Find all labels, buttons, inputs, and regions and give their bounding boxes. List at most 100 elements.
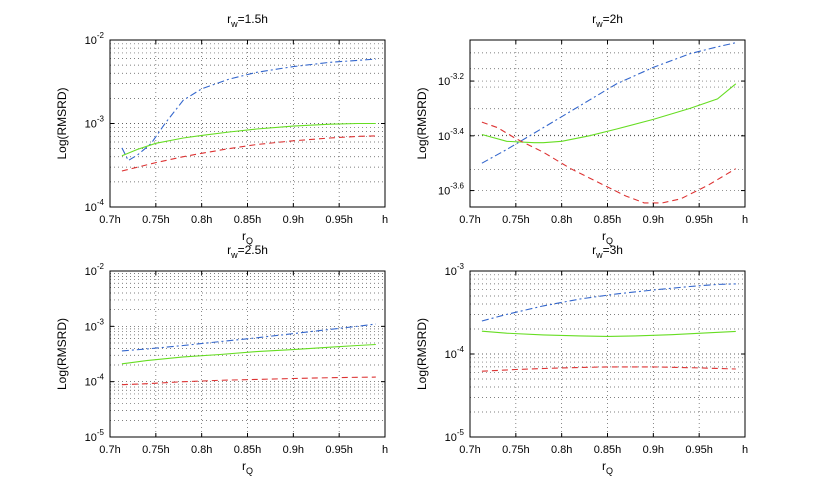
y-tick-label: 10-5 (445, 428, 465, 444)
y-tick-label: 10-2 (85, 31, 105, 47)
x-axis-label: rQ (602, 229, 613, 246)
y-tick-base: 10 (85, 321, 97, 333)
y-tick-label: 10-5 (85, 428, 105, 444)
xlabel-base: r (602, 459, 606, 473)
y-axis-label: Log(RMSRD) (415, 87, 429, 159)
series-line-1 (481, 42, 736, 164)
series-line-2 (481, 83, 737, 144)
x-axis-label: rQ (242, 229, 253, 246)
y-tick-base: 10 (438, 76, 450, 88)
y-tick-exponent: -4 (457, 345, 465, 354)
series-line-3 (121, 135, 376, 172)
title-subscript: w (595, 250, 603, 260)
title-base: r (227, 12, 231, 26)
y-tick-exponent: -5 (457, 428, 465, 437)
y-tick-exponent: -2 (97, 31, 105, 40)
chart-title: rw=1.5h (227, 12, 268, 29)
y-tick-base: 10 (438, 131, 450, 143)
x-tick-label: 0.7h (459, 444, 480, 456)
chart-panel-4: 0.7h 0.75h 0.8h 0.85h 0.9h 0.95h h10-510-410-3… (415, 243, 748, 476)
title-tail: =2h (603, 12, 623, 26)
y-tick-base: 10 (85, 432, 97, 444)
x-tick-label: h (742, 214, 748, 226)
x-tick-label: 0.9h (283, 214, 304, 226)
x-tick-label: h (382, 444, 388, 456)
title-subscript: w (230, 19, 238, 29)
title-subscript: w (595, 19, 603, 29)
x-tick-label: 0.75h (142, 214, 170, 226)
x-tick-label: 0.7h (99, 214, 120, 226)
y-tick-label: 10-3 (445, 262, 465, 278)
y-tick-base: 10 (85, 266, 97, 278)
x-tick-label: 0.85h (594, 214, 622, 226)
y-tick-base: 10 (438, 186, 450, 198)
y-axis-label: Log(RMSRD) (55, 318, 69, 390)
x-tick-label: 0.85h (594, 444, 622, 456)
y-tick-base: 10 (445, 432, 457, 444)
series-line-2 (121, 122, 376, 157)
title-tail: =3h (603, 243, 623, 257)
x-tick-label: 0.8h (191, 214, 212, 226)
x-tick-label: 0.75h (142, 444, 170, 456)
chart-panel-1: 0.7h 0.75h 0.8h 0.85h 0.9h 0.95h h10-410-310-2… (55, 12, 388, 246)
y-tick-base: 10 (85, 119, 97, 131)
x-tick-label: 0.8h (551, 214, 572, 226)
y-tick-label: 10-4 (85, 198, 105, 214)
chart-title: rw=3h (592, 243, 623, 260)
y-tick-label: 10-4 (85, 373, 105, 389)
xlabel-subscript: Q (246, 466, 253, 476)
y-tick-exponent: -3.2 (450, 72, 464, 81)
plot-area (470, 40, 745, 207)
y-tick-exponent: -2 (97, 262, 105, 271)
y-tick-exponent: -3 (97, 317, 105, 326)
y-tick-label: 10-3 (85, 317, 105, 333)
x-tick-label: 0.7h (459, 214, 480, 226)
title-base: r (592, 12, 596, 26)
xlabel-subscript: Q (246, 236, 253, 246)
xlabel-base: r (602, 229, 606, 243)
y-tick-base: 10 (85, 377, 97, 389)
y-tick-label: 10-3.6 (438, 182, 465, 198)
y-tick-label: 10-3.4 (438, 127, 465, 143)
chart-title: rw=2h (592, 12, 623, 29)
x-tick-label: 0.75h (502, 444, 530, 456)
y-tick-exponent: -4 (97, 373, 105, 382)
x-tick-label: 0.85h (234, 444, 262, 456)
x-axis-label: rQ (602, 459, 613, 476)
x-tick-label: 0.95h (325, 444, 353, 456)
x-tick-label: 0.95h (685, 214, 713, 226)
title-base: r (592, 243, 596, 257)
x-tick-label: h (742, 444, 748, 456)
y-tick-exponent: -3.6 (450, 182, 464, 191)
y-tick-exponent: -5 (97, 428, 105, 437)
series-line-2 (481, 330, 736, 337)
x-axis-label: rQ (242, 459, 253, 476)
x-tick-label: 0.7h (99, 444, 120, 456)
plot-area (470, 271, 745, 437)
series-line-3 (481, 366, 736, 372)
title-tail: =2.5h (238, 243, 268, 257)
plot-area (110, 271, 385, 437)
y-tick-base: 10 (85, 202, 97, 214)
y-tick-exponent: -3 (97, 115, 105, 124)
y-tick-base: 10 (445, 349, 457, 361)
x-tick-label: 0.9h (643, 444, 664, 456)
x-tick-label: h (382, 214, 388, 226)
x-tick-label: 0.8h (551, 444, 572, 456)
xlabel-base: r (242, 229, 246, 243)
series-line-3 (481, 121, 737, 204)
y-tick-label: 10-4 (445, 345, 465, 361)
series-line-1 (481, 283, 736, 322)
x-tick-label: 0.9h (283, 444, 304, 456)
xlabel-subscript: Q (606, 466, 613, 476)
y-tick-base: 10 (445, 266, 457, 278)
xlabel-base: r (242, 459, 246, 473)
x-tick-label: 0.95h (685, 444, 713, 456)
title-subscript: w (230, 250, 238, 260)
x-tick-label: 0.85h (234, 214, 262, 226)
chart-title: rw=2.5h (227, 243, 268, 260)
x-tick-label: 0.95h (325, 214, 353, 226)
y-tick-base: 10 (85, 35, 97, 47)
x-tick-label: 0.8h (191, 444, 212, 456)
